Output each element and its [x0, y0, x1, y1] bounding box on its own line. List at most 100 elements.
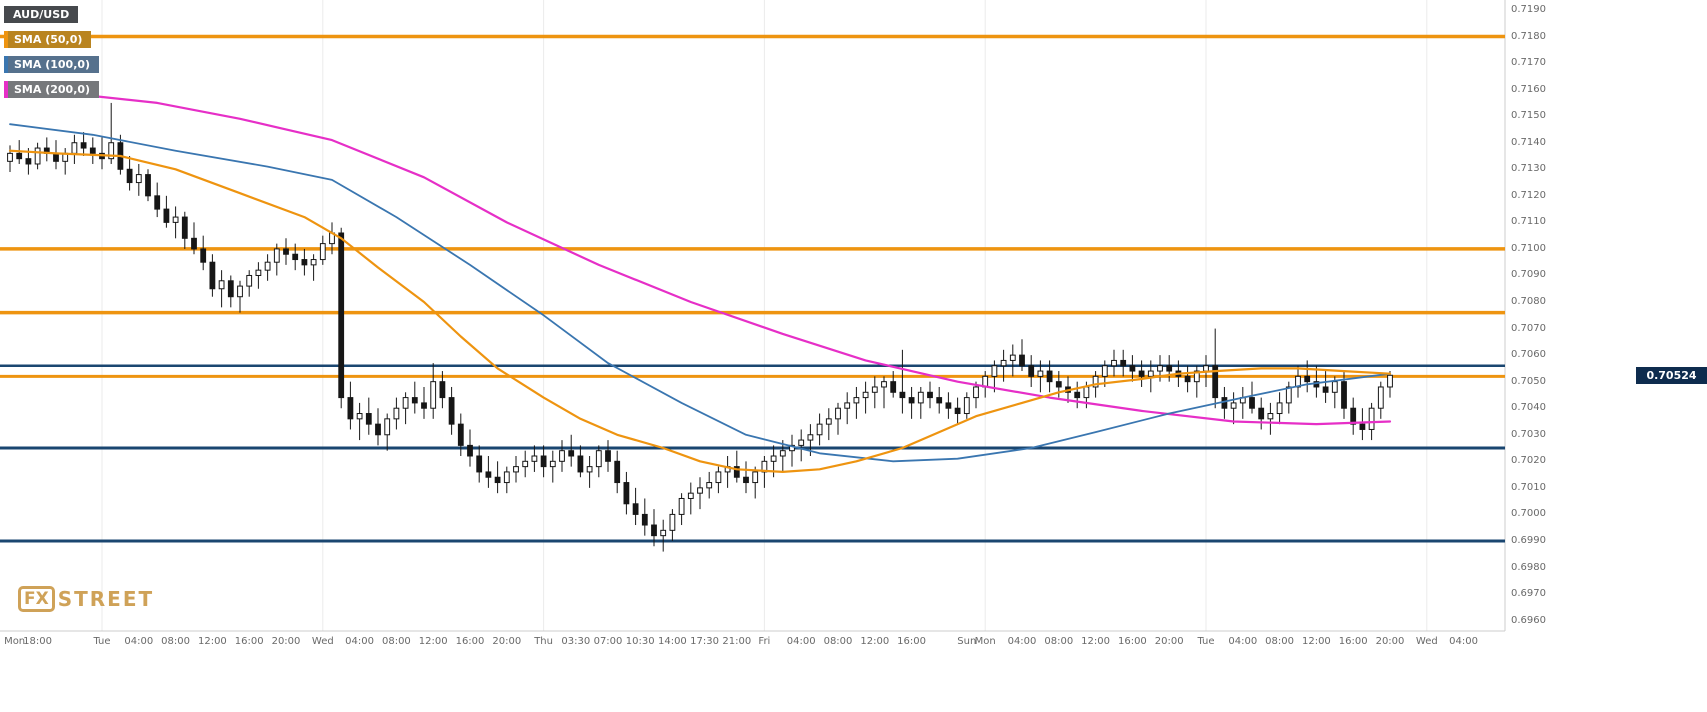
candle-body — [319, 243, 326, 261]
candle-body — [789, 444, 795, 452]
candle-body — [1000, 359, 1007, 367]
x-axis-label: 04:00 — [1449, 636, 1478, 647]
legend-sma-50-badge[interactable]: SMA (50,0) — [4, 31, 92, 48]
y-axis-label: 0.6990 — [1511, 534, 1546, 546]
y-axis-label: 0.7010 — [1511, 481, 1546, 493]
candle-body — [1203, 365, 1209, 372]
candle-body — [1267, 413, 1274, 420]
chart-canvas[interactable] — [0, 0, 1506, 633]
legend-sma-50-label: SMA (50,0) — [14, 33, 83, 46]
candle-body — [163, 208, 170, 223]
candle-body — [1120, 359, 1127, 367]
x-axis-label: 12:00 — [418, 636, 448, 647]
y-axis-label: 0.7050 — [1511, 375, 1546, 387]
x-axis-label: Wed — [311, 636, 334, 647]
candle-body — [522, 460, 529, 468]
candle-body — [954, 407, 961, 415]
candle-body — [531, 455, 538, 462]
candle-body — [108, 142, 115, 160]
candle-body — [1193, 370, 1200, 383]
y-axis-label: 0.7170 — [1511, 57, 1546, 69]
candle-body — [835, 407, 841, 420]
x-axis-label: Thu — [534, 636, 553, 647]
y-axis-label: 0.7110 — [1511, 216, 1546, 228]
candle-body — [1138, 370, 1145, 377]
candle-body — [421, 402, 427, 409]
candle-body — [411, 397, 418, 404]
candle-body — [1046, 370, 1053, 383]
x-axis-label: 10:30 — [625, 636, 655, 647]
candle-body — [237, 285, 243, 298]
candle-body — [881, 381, 887, 388]
candle-body — [1019, 354, 1025, 367]
x-axis-label: 04:00 — [1007, 636, 1037, 647]
x-axis-label: 20:00 — [1375, 636, 1405, 647]
candle-body — [540, 455, 547, 468]
price-axis[interactable]: 0.7190 0.7180 0.7170 0.7160 0.7150 0.7140 0.71… — [1511, 0, 1571, 632]
candle-body — [356, 413, 363, 420]
candle-body — [752, 471, 759, 484]
x-axis-label: Mon — [4, 636, 26, 647]
candle-body — [1322, 386, 1329, 393]
candle-body — [669, 513, 676, 531]
candle-body — [1212, 365, 1219, 399]
y-axis-label: 0.7000 — [1511, 508, 1546, 520]
symbol-badge[interactable]: AUD/USD — [4, 6, 79, 23]
fxstreet-logo-street: STREET — [57, 587, 155, 611]
candle-body — [89, 147, 96, 154]
y-axis-label: 0.7090 — [1511, 269, 1546, 281]
x-axis-label: 18:00 — [23, 636, 52, 647]
candle-body — [1083, 386, 1090, 399]
candle-body — [743, 476, 749, 484]
x-axis-label: 16:00 — [897, 636, 926, 647]
y-axis-label: 0.7140 — [1511, 136, 1546, 148]
candle-body — [853, 397, 860, 404]
candle-body — [191, 237, 197, 250]
sma-line — [8, 91, 1392, 426]
candle-body — [246, 274, 253, 287]
current-price-value: 0.70524 — [1646, 369, 1697, 383]
sma-50-color-stripe — [4, 31, 8, 48]
candle-body — [871, 386, 878, 393]
x-axis-label: 12:00 — [1081, 636, 1110, 647]
candle-body — [899, 391, 906, 399]
candle-body — [485, 471, 492, 478]
candle-body — [402, 397, 409, 409]
candle-body — [200, 248, 207, 263]
candle-body — [963, 397, 970, 415]
y-axis-label: 0.7040 — [1511, 402, 1546, 414]
sma-line — [8, 149, 1392, 473]
candle-body — [1074, 391, 1081, 399]
candle-body — [1101, 365, 1108, 377]
x-axis-label: Sun — [957, 636, 977, 647]
legend-sma-100-badge[interactable]: SMA (100,0) — [4, 56, 100, 73]
candle-body — [384, 418, 391, 436]
candle-body — [779, 450, 786, 457]
candle-body — [430, 381, 437, 409]
x-axis-label: 04:00 — [786, 636, 816, 647]
candle-body — [706, 482, 713, 489]
candle-body — [218, 280, 225, 290]
candle-body — [1285, 386, 1292, 404]
candle-body — [1129, 365, 1136, 372]
candle-body — [936, 397, 943, 404]
x-axis-label: 04:00 — [345, 636, 374, 647]
chart-legend: AUD/USD SMA (50,0) SMA (100,0) SMA (200,0) — [4, 6, 100, 98]
y-axis-label: 0.7100 — [1511, 242, 1546, 254]
time-axis[interactable]: Mon 18:00 Tue 04:00 08:00 12:00 16:00 20:00 Wed 0… — [0, 636, 1510, 652]
candle-body — [1304, 375, 1311, 383]
candle-body — [227, 280, 234, 298]
candle-body — [1147, 370, 1154, 377]
x-axis-label: 08:00 — [161, 636, 190, 647]
y-axis-label: 0.7190 — [1511, 4, 1546, 15]
legend-sma-200-label: SMA (200,0) — [14, 83, 91, 96]
x-axis-label: 20:00 — [271, 636, 301, 647]
x-axis-label: 20:00 — [1154, 636, 1184, 647]
candle-body — [559, 450, 565, 462]
candle-body — [678, 497, 685, 515]
legend-sma-200-badge[interactable]: SMA (200,0) — [4, 81, 100, 98]
candle-body — [862, 391, 869, 399]
candle-body — [255, 269, 262, 276]
candle-body — [494, 476, 501, 484]
